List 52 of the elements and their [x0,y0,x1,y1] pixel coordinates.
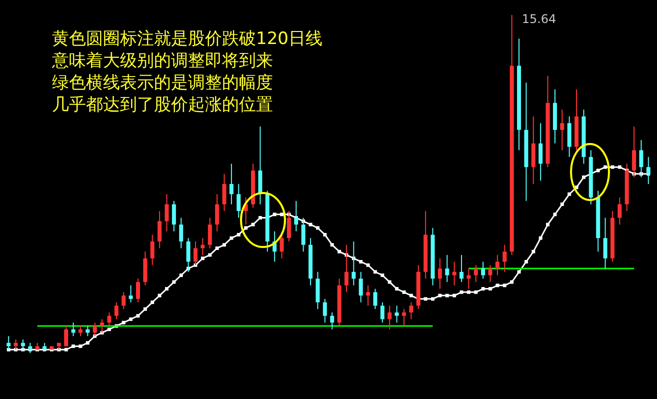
annotation: 几乎都达到了股价起涨的位置 [52,94,274,116]
candlestick [438,258,442,290]
candlestick [366,284,370,306]
candlestick [158,210,162,249]
candlestick [143,251,148,286]
candlestick [92,322,97,337]
candlestick [236,184,241,218]
annotation: 绿色横线表示的是调整的幅度 [52,72,274,94]
candlestick [394,305,399,324]
candlestick [107,312,112,326]
candlestick [358,271,363,303]
candlestick [502,244,507,272]
candlestick [258,126,262,205]
candlestick [64,325,68,347]
candlestick [136,278,140,303]
candlestick [538,122,543,182]
candlestick [179,217,184,249]
candlestick [322,298,327,324]
candlestick [380,302,384,324]
candlestick [567,116,572,158]
candlestick [222,173,226,212]
text: 15.64 [522,12,556,26]
candlestick [229,163,234,205]
candlestick [150,234,154,266]
candlestick [330,312,334,330]
candlestick [373,288,378,310]
candlestick [128,284,133,303]
candlestick [114,302,118,320]
candlestick [495,254,500,276]
candlestick [445,254,450,283]
candlestick [388,305,392,330]
candlestick [618,197,622,226]
candlestick [172,200,176,232]
candlestick [560,109,564,151]
candlestick [603,217,608,269]
candlestick [402,308,406,326]
candlestick [316,271,320,310]
annotation: 黄色圆圈标注就是股价跌破120日线 [52,28,322,50]
candlestick [100,318,104,334]
candlestick [409,302,414,320]
candlestick [122,292,126,310]
candlestick [531,116,536,184]
candlestick [164,194,169,232]
candlestick [208,217,212,249]
candlestick [215,194,220,232]
candlestick [488,264,492,283]
candlestick [452,261,456,286]
candlestick [280,234,284,259]
candlestick [474,264,478,283]
candlestick [459,254,464,283]
candlestick [481,261,486,280]
annotation: 意味着大级别的调整即将到来 [52,50,274,72]
